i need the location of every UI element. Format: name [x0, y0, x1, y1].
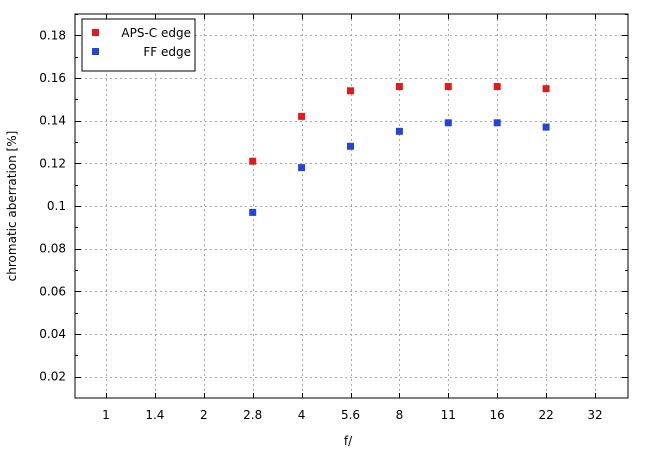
legend-label-aps-c: APS-C edge — [121, 26, 191, 40]
data-point-ff-edge — [298, 164, 306, 172]
y-tick-label: 0.04 — [39, 327, 66, 341]
x-tick-label: 5.6 — [341, 408, 360, 422]
y-tick-label: 0.18 — [39, 28, 66, 42]
data-point-aps-c-edge — [347, 87, 354, 95]
data-point-ff-edge — [249, 208, 257, 216]
x-axis-title: f/ — [344, 434, 353, 448]
data-point-ff-edge — [542, 123, 550, 131]
axis-ticks — [75, 14, 628, 398]
plot-frame — [74, 13, 629, 399]
data-points — [249, 83, 550, 216]
x-tick-label: 11 — [441, 408, 456, 422]
data-point-ff-edge — [493, 119, 501, 127]
x-tick-label: 22 — [538, 408, 553, 422]
legend-label-ff: FF edge — [143, 45, 191, 59]
data-point-ff-edge — [444, 119, 452, 127]
data-point-aps-c-edge — [493, 83, 501, 91]
data-point-ff-edge — [395, 127, 403, 135]
data-point-ff-edge — [347, 142, 354, 150]
x-tick-label: 1 — [102, 408, 110, 422]
data-point-aps-c-edge — [249, 157, 257, 165]
legend: APS-C edge FF edge — [81, 18, 196, 72]
data-point-aps-c-edge — [298, 112, 306, 120]
x-tick-label: 1.4 — [145, 408, 164, 422]
y-axis-tick-labels: 0.02 0.04 0.06 0.08 0.1 0.12 0.14 0.16 0.18 — [39, 28, 66, 383]
x-tick-label: 2.8 — [243, 408, 262, 422]
x-tick-label: 2 — [200, 408, 208, 422]
x-tick-label: 32 — [587, 408, 602, 422]
data-point-aps-c-edge — [542, 85, 550, 93]
x-tick-label: 8 — [396, 408, 404, 422]
grid — [75, 14, 628, 398]
y-tick-label: 0.1 — [47, 199, 66, 213]
y-tick-label: 0.08 — [39, 242, 66, 256]
y-tick-label: 0.06 — [39, 284, 66, 298]
legend-marker-aps-c — [92, 29, 99, 36]
data-point-aps-c-edge — [395, 83, 403, 91]
x-tick-label: 16 — [490, 408, 505, 422]
y-tick-label: 0.02 — [39, 370, 66, 384]
legend-marker-ff — [92, 48, 99, 55]
y-axis-title: chromatic aberration [%] — [5, 131, 19, 282]
y-tick-label: 0.12 — [39, 156, 66, 170]
data-point-aps-c-edge — [444, 83, 452, 91]
x-axis-tick-labels: 1 1.4 2 2.8 4 5.6 8 11 16 22 32 — [102, 408, 602, 422]
y-tick-label: 0.16 — [39, 71, 66, 85]
legend-box — [81, 18, 196, 72]
y-tick-label: 0.14 — [39, 114, 66, 128]
x-tick-label: 4 — [298, 408, 306, 422]
